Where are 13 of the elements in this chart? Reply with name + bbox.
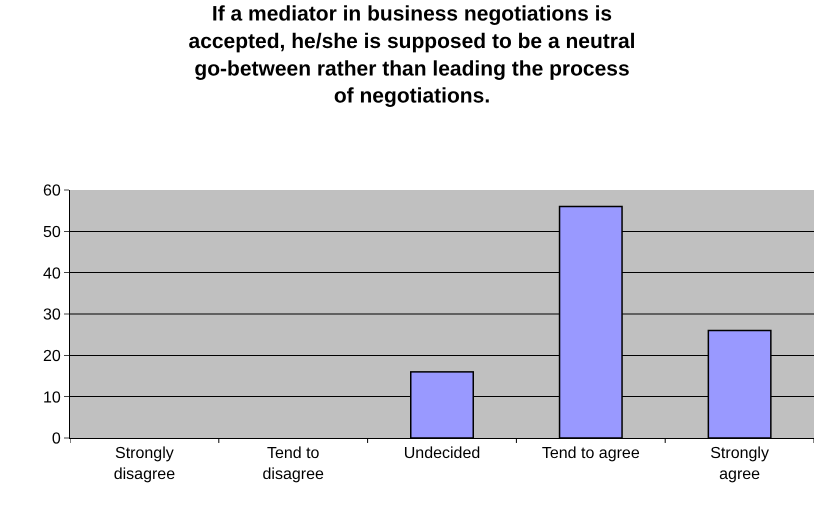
x-tick-label: Strongly agree: [710, 445, 769, 483]
x-tick-label: Undecided: [404, 445, 480, 462]
x-tick-label: Tend to agree: [542, 445, 640, 462]
x-tick-label: Strongly disagree: [114, 445, 176, 483]
x-tick-label: Tend to disagree: [262, 445, 324, 483]
chart-title: If a mediator in business negotiations is accepted, he/she is supposed to be a neutral go-between rather than leading the process of negotiations.: [188, 2, 636, 108]
y-tick-label: 20: [43, 348, 61, 365]
y-tick-label: 60: [43, 182, 61, 200]
y-tick-label: 40: [43, 265, 61, 282]
y-tick-label: 50: [43, 224, 61, 241]
y-tick-label: 30: [43, 306, 61, 324]
y-tick-label: 0: [52, 430, 61, 448]
y-tick-label: 10: [43, 389, 61, 406]
